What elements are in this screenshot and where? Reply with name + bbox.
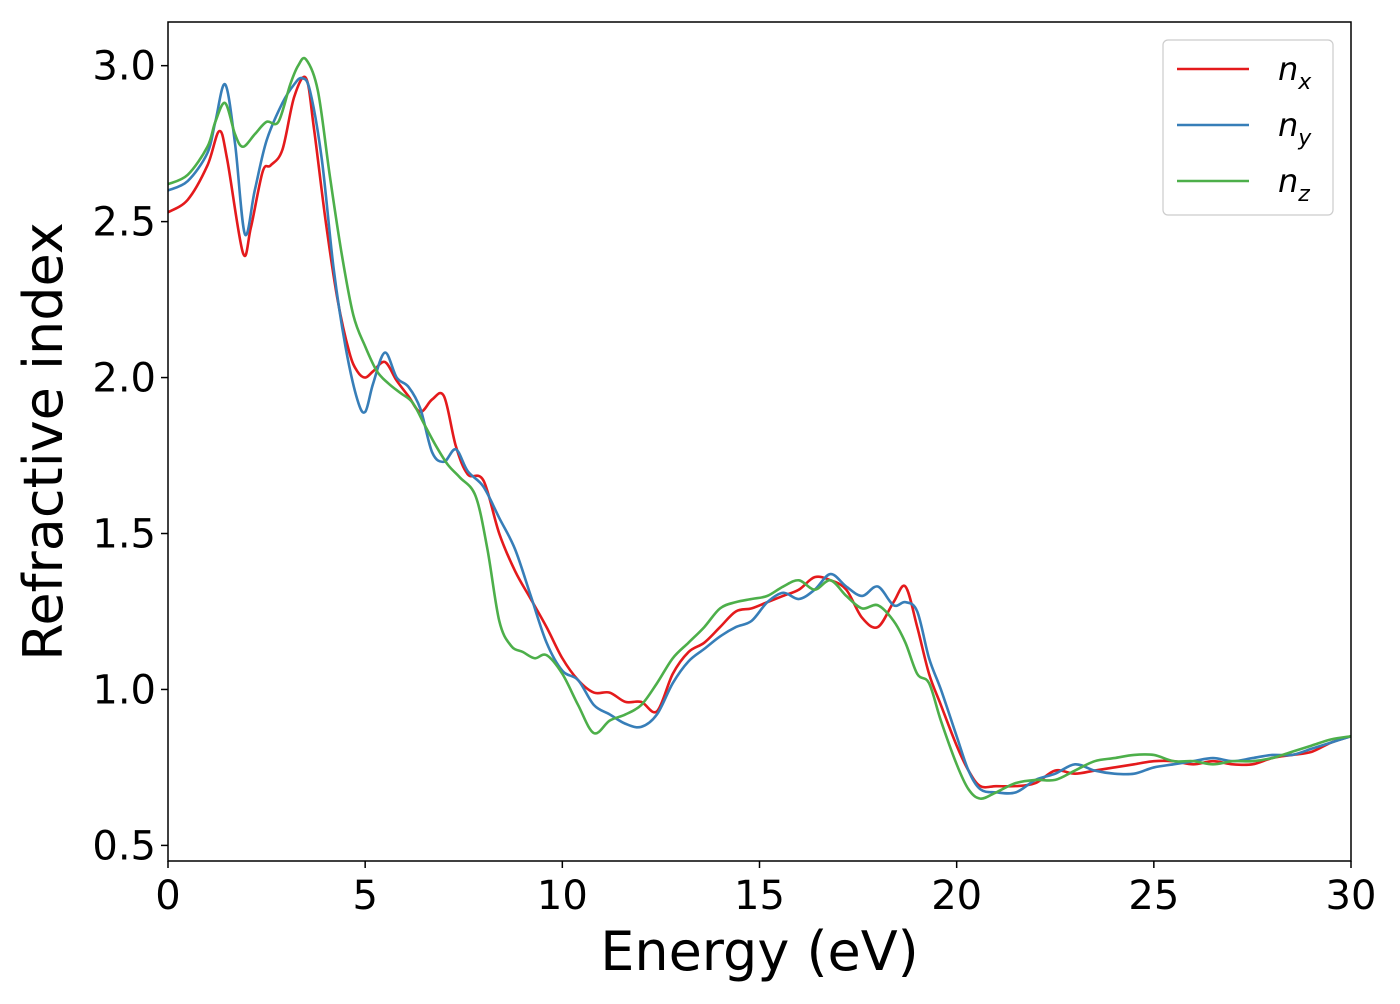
y-tick-label: 3.0	[92, 44, 156, 90]
x-tick-label: 10	[537, 873, 588, 919]
x-tick-label: 30	[1326, 873, 1377, 919]
y-tick-label: 1.0	[92, 667, 156, 713]
x-tick-label: 5	[352, 873, 377, 919]
y-tick-label: 1.5	[92, 512, 156, 558]
series-line-x	[168, 75, 1351, 789]
x-tick-label: 20	[931, 873, 982, 919]
y-tick-label: 0.5	[92, 823, 156, 869]
series-layer	[168, 56, 1351, 800]
y-axis-label: Refractive index	[12, 222, 75, 661]
x-axis: 0 5 10 15 20 25 30	[155, 861, 1376, 919]
series-line-z	[168, 56, 1351, 800]
series-line-y	[168, 76, 1351, 795]
y-tick-label: 2.5	[92, 200, 156, 246]
x-tick-label: 0	[155, 873, 180, 919]
x-axis-label: Energy (eV)	[600, 920, 919, 983]
legend-frame	[1162, 39, 1334, 216]
y-tick-label: 2.0	[92, 356, 156, 402]
x-tick-label: 15	[734, 873, 785, 919]
y-axis: 0.5 1.0 1.5 2.0 2.5 3.0	[92, 44, 168, 869]
x-tick-label: 25	[1128, 873, 1179, 919]
